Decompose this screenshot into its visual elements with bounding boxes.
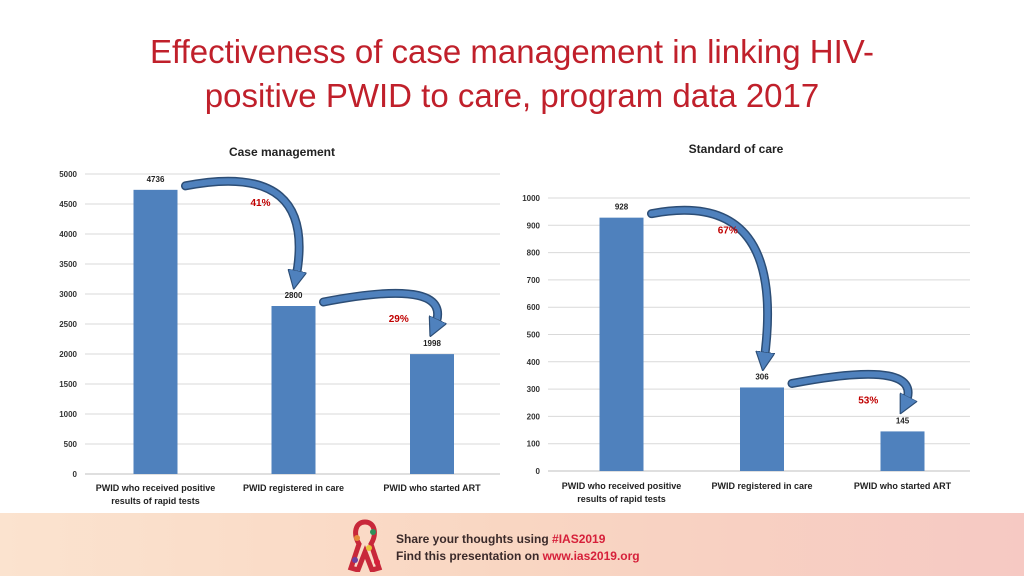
flow-arrow [648, 207, 768, 361]
data-label: 4736 [147, 175, 165, 184]
website-link[interactable]: www.ias2019.org [542, 549, 640, 563]
y-tick-label: 100 [527, 440, 541, 449]
percentage-label: 53% [858, 395, 878, 406]
y-tick-label: 300 [527, 385, 541, 394]
y-tick-label: 0 [536, 467, 541, 476]
y-tick-label: 4500 [59, 200, 77, 209]
bar [410, 354, 454, 474]
percentage-label: 29% [389, 314, 409, 325]
y-tick-label: 800 [527, 249, 541, 258]
y-tick-label: 400 [527, 358, 541, 367]
category-label: PWID who started ART [854, 481, 952, 491]
y-tick-label: 1000 [522, 194, 540, 203]
y-tick-label: 500 [527, 331, 541, 340]
y-tick-label: 500 [64, 440, 78, 449]
footer-find-prefix: Find this presentation on [396, 549, 543, 563]
bar [599, 217, 644, 471]
category-label: PWID registered in care [711, 481, 812, 491]
slide-title-line-1: Effectiveness of case management in link… [150, 33, 874, 70]
y-tick-label: 1500 [59, 380, 77, 389]
bar [271, 306, 316, 474]
data-label: 145 [896, 416, 910, 425]
y-tick-label: 200 [527, 412, 541, 421]
bar [740, 387, 784, 471]
slide-title-line-2: positive PWID to care, program data 2017 [204, 77, 820, 114]
y-tick-label: 4000 [59, 230, 77, 239]
y-tick-label: 700 [527, 276, 541, 285]
bar [133, 189, 178, 474]
flow-arrow [789, 371, 908, 405]
flow-arrow [320, 290, 438, 328]
category-label: PWID registered in care [243, 483, 344, 493]
bar [880, 431, 925, 471]
category-label: PWID who received positive [562, 481, 682, 491]
hashtag-link[interactable]: #IAS2019 [552, 532, 606, 546]
data-label: 928 [615, 203, 629, 212]
slide-title: Effectiveness of case management in link… [0, 30, 1024, 118]
conference-footer [0, 513, 1024, 576]
y-tick-label: 600 [527, 303, 541, 312]
footer-share-line: Share your thoughts using #IAS2019 [396, 531, 640, 548]
y-tick-label: 3000 [59, 290, 77, 299]
chart-title: Case management [229, 145, 335, 159]
data-label: 306 [755, 372, 769, 381]
footer-text: Share your thoughts using #IAS2019 Find … [396, 531, 640, 565]
y-tick-label: 2000 [59, 350, 77, 359]
y-tick-label: 2500 [59, 320, 77, 329]
category-label: results of rapid tests [111, 496, 200, 506]
y-tick-label: 1000 [59, 410, 77, 419]
chart-title: Standard of care [689, 142, 784, 156]
footer-find-line: Find this presentation on www.ias2019.or… [396, 548, 640, 565]
y-tick-label: 3500 [59, 260, 77, 269]
y-tick-label: 900 [527, 221, 541, 230]
percentage-label: 41% [250, 198, 270, 209]
flow-arrow [182, 178, 300, 280]
percentage-label: 67% [718, 226, 738, 237]
footer-share-prefix: Share your thoughts using [396, 532, 553, 546]
ias2019-ribbon-logo [347, 519, 383, 572]
data-label: 1998 [423, 339, 441, 348]
category-label: PWID who received positive [96, 483, 216, 493]
category-label: results of rapid tests [577, 494, 666, 504]
data-label: 2800 [285, 291, 303, 300]
y-tick-label: 0 [73, 470, 78, 479]
y-tick-label: 5000 [59, 170, 77, 179]
flow-arrow-outline [647, 205, 772, 366]
category-label: PWID who started ART [383, 483, 481, 493]
